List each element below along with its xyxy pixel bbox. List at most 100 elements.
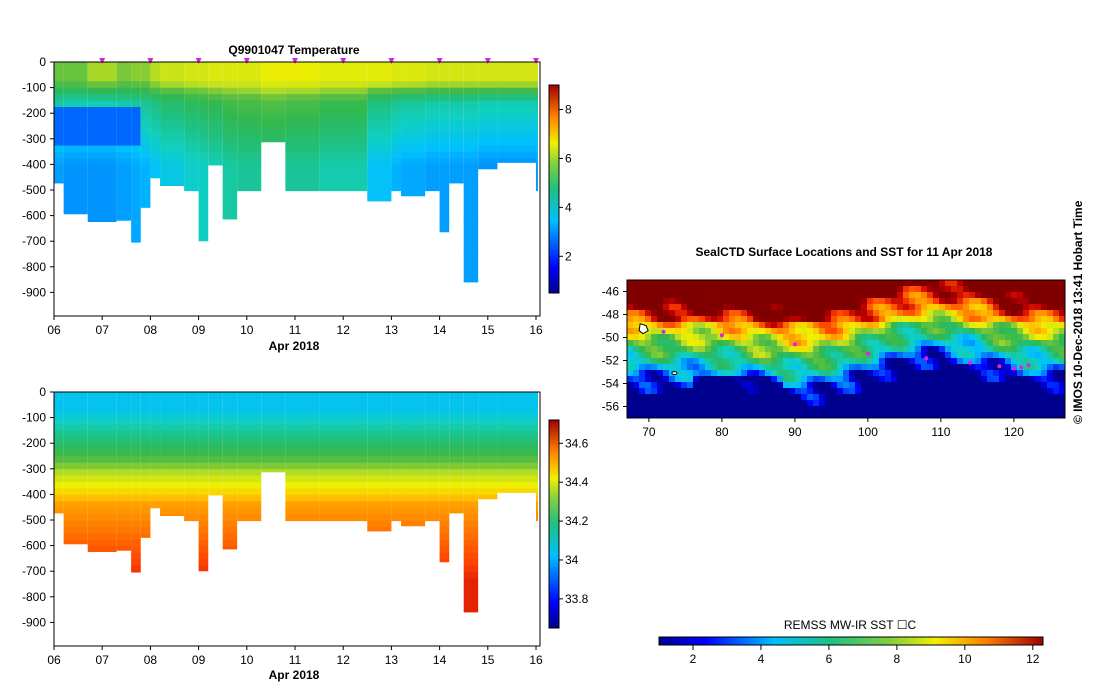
profile-cell xyxy=(439,533,450,541)
sst-cell xyxy=(741,292,748,299)
sst-cell xyxy=(687,310,694,317)
sst-cell xyxy=(711,292,718,299)
sst-cell xyxy=(723,310,730,317)
profile-cell xyxy=(425,481,440,490)
profile-cell xyxy=(116,190,132,198)
sst-cell xyxy=(819,340,826,347)
profile-cell xyxy=(261,87,286,95)
profile-cell xyxy=(237,184,262,192)
profile-cell xyxy=(319,494,368,502)
sst-cell xyxy=(891,352,898,359)
sst-cell xyxy=(1035,400,1042,407)
sst-cell xyxy=(1053,376,1060,383)
sst-cell xyxy=(987,388,994,395)
sst-cell xyxy=(801,280,808,287)
y-tick-label: -500 xyxy=(22,513,46,527)
sst-cell xyxy=(645,340,652,347)
profile-cell xyxy=(116,526,132,534)
sst-cell xyxy=(771,346,778,353)
sst-cell xyxy=(993,382,1000,389)
sst-cell xyxy=(639,292,646,299)
sst-cell xyxy=(801,298,808,305)
sst-cell xyxy=(831,280,838,287)
sst-cell xyxy=(987,340,994,347)
sst-cell xyxy=(993,280,1000,287)
sst-cell xyxy=(897,316,904,323)
profile-cell xyxy=(391,164,402,172)
sst-cell xyxy=(753,310,760,317)
profile-cell xyxy=(449,392,464,400)
profile-cell xyxy=(261,126,286,134)
sst-cell xyxy=(813,406,820,413)
profile-cell xyxy=(54,132,64,140)
sst-cell xyxy=(969,316,976,323)
profile-cell xyxy=(184,417,199,425)
sst-cell xyxy=(1041,400,1048,407)
sst-cell xyxy=(903,340,910,347)
profile-cell xyxy=(391,514,402,522)
sst-cell xyxy=(1005,364,1012,371)
profile-cell xyxy=(54,100,64,108)
profile-cell xyxy=(439,552,450,560)
profile-cell xyxy=(116,62,132,70)
sst-cell xyxy=(993,292,1000,299)
sst-cell xyxy=(831,376,838,383)
sst-cell xyxy=(687,322,694,329)
profile-cell xyxy=(131,209,141,217)
sst-cell xyxy=(801,370,808,377)
sst-cell xyxy=(741,388,748,395)
sst-cell xyxy=(921,304,928,311)
profile-cell xyxy=(87,404,117,412)
profile-cell xyxy=(160,113,185,121)
profile-cell xyxy=(116,164,132,172)
sst-cell xyxy=(777,286,784,293)
profile-cell xyxy=(131,424,141,432)
profile-cell xyxy=(463,475,479,483)
sst-cell xyxy=(987,382,994,389)
profile-cell xyxy=(63,449,88,457)
sst-cell xyxy=(735,376,742,383)
sst-cell xyxy=(879,304,886,311)
sst-cell xyxy=(681,346,688,353)
sst-cell xyxy=(777,292,784,299)
sst-cell xyxy=(921,358,928,365)
sst-cell xyxy=(759,400,766,407)
profile-cell xyxy=(536,62,538,70)
profile-cell xyxy=(285,398,320,406)
sst-cell xyxy=(867,280,874,287)
profile-cell xyxy=(237,507,262,515)
sst-cell xyxy=(831,412,838,419)
sst-cell xyxy=(843,364,850,371)
profile-cell xyxy=(425,507,440,515)
profile-cell xyxy=(261,94,286,102)
profile-cell xyxy=(87,456,117,464)
sst-cell xyxy=(981,292,988,299)
sst-cell xyxy=(873,382,880,389)
profile-cell xyxy=(208,139,223,147)
profile-cell xyxy=(63,87,88,95)
sst-cell xyxy=(915,358,922,365)
sst-cell xyxy=(789,328,796,335)
profile-cell xyxy=(536,119,538,127)
profile-cell xyxy=(198,417,209,425)
x-tick-label: 15 xyxy=(481,653,495,667)
profile-cell xyxy=(478,404,498,412)
profile-cell xyxy=(536,456,538,464)
profile-cell xyxy=(116,106,132,115)
sst-cell xyxy=(819,370,826,377)
sst-cell xyxy=(633,406,640,413)
profile-cell xyxy=(198,74,209,82)
sst-cell xyxy=(777,298,784,305)
sst-cell xyxy=(747,412,754,419)
sst-cell xyxy=(969,298,976,305)
sst-cell xyxy=(969,286,976,293)
sst-cell xyxy=(633,400,640,407)
sst-cell xyxy=(747,400,754,407)
sst-cell xyxy=(777,382,784,389)
profile-cell xyxy=(367,449,392,457)
sst-cell xyxy=(813,346,820,353)
sst-cell xyxy=(903,292,910,299)
sst-cell xyxy=(1035,316,1042,323)
sst-cell xyxy=(915,370,922,377)
profile-cell xyxy=(140,411,151,419)
